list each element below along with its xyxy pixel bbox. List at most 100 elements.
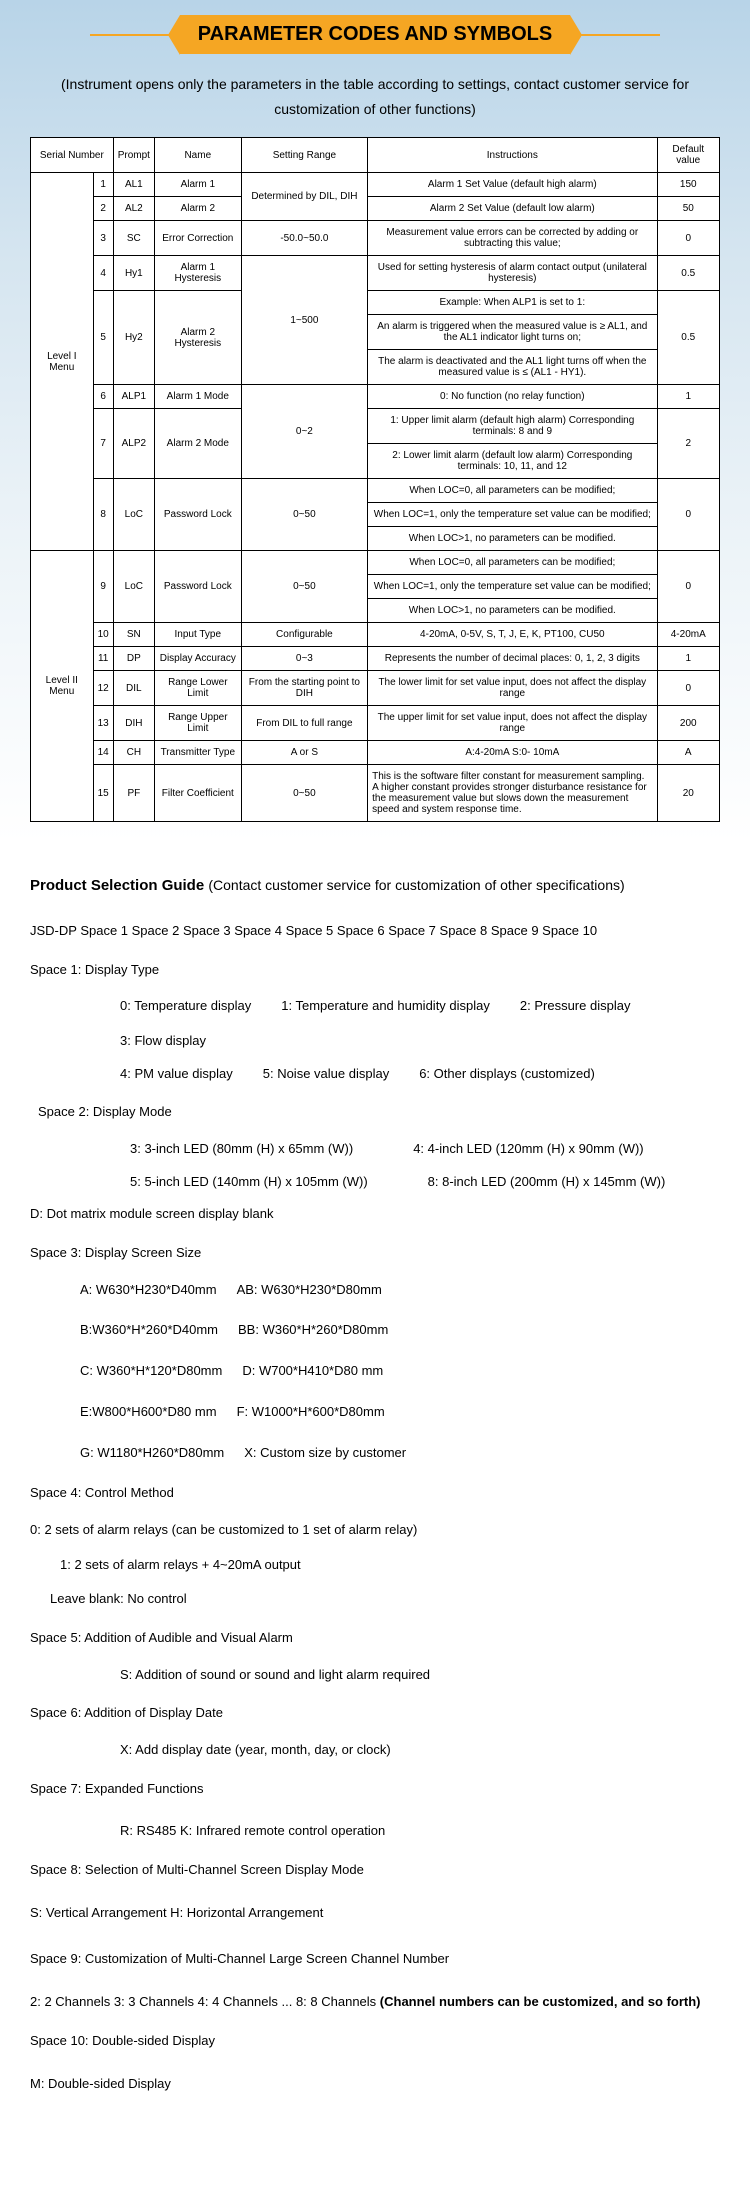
space2-extra: D: Dot matrix module screen display blan… — [30, 1202, 720, 1227]
cell: DIL — [113, 671, 154, 706]
opt: 3: Flow display — [120, 1029, 206, 1054]
space10-heading: Space 10: Double-sided Display — [30, 2029, 720, 2054]
s4-line: 1: 2 sets of alarm relays + 4~20mA outpu… — [30, 1553, 720, 1578]
sub-inst: 1: Upper limit alarm (default high alarm… — [368, 409, 656, 443]
opt: E:W800*H600*D80 mm — [80, 1400, 217, 1425]
space7-heading: Space 7: Expanded Functions — [30, 1777, 720, 1802]
s8-line: S: Vertical Arrangement H: Horizontal Ar… — [30, 1901, 720, 1926]
opt: B:W360*H*260*D40mm — [80, 1318, 218, 1343]
opt: 8: 8-inch LED (200mm (H) x 145mm (W)) — [428, 1170, 666, 1195]
cell: Input Type — [154, 623, 241, 647]
cell: 0~2 — [241, 385, 367, 479]
cell: Alarm 1 Hysteresis — [154, 256, 241, 291]
cell: 0 — [657, 479, 720, 551]
cell: LoC — [113, 551, 154, 623]
table-row: 5 Hy2 Alarm 2 Hysteresis Example: When A… — [31, 291, 720, 385]
space9-heading: Space 9: Customization of Multi-Channel … — [30, 1947, 720, 1972]
space8-heading: Space 8: Selection of Multi-Channel Scre… — [30, 1858, 720, 1883]
cell: 10 — [93, 623, 113, 647]
cell: 3 — [93, 221, 113, 256]
sub-inst: 2: Lower limit alarm (default low alarm)… — [368, 443, 656, 478]
opt: 0: Temperature display — [120, 994, 251, 1019]
cell: A — [657, 741, 720, 765]
cell: LoC — [113, 479, 154, 551]
cell: A:4-20mA S:0- 10mA — [368, 741, 657, 765]
opt: F: W1000*H*600*D80mm — [237, 1400, 385, 1425]
header-section: PARAMETER CODES AND SYMBOLS (Instrument … — [0, 0, 750, 842]
s10-line: M: Double-sided Display — [30, 2072, 720, 2097]
s9-bold: (Channel numbers can be customized, and … — [380, 1994, 701, 2009]
opt: 4: 4-inch LED (120mm (H) x 90mm (W)) — [413, 1137, 643, 1162]
table-row: 11 DP Display Accuracy 0~3 Represents th… — [31, 647, 720, 671]
table-row: 7 ALP2 Alarm 2 Mode 1: Upper limit alarm… — [31, 409, 720, 479]
level1-label: Level I Menu — [31, 173, 94, 551]
cell: 20 — [657, 765, 720, 822]
cell: 4-20mA — [657, 623, 720, 647]
cell: 4 — [93, 256, 113, 291]
opt: 1: Temperature and humidity display — [281, 994, 490, 1019]
s9-line: 2: 2 Channels 3: 3 Channels 4: 4 Channel… — [30, 1994, 376, 2009]
cell: 14 — [93, 741, 113, 765]
table-row: Level I Menu 1 AL1 Alarm 1 Determined by… — [31, 173, 720, 197]
cell: 0: No function (no relay function) — [368, 385, 657, 409]
cell: Hy1 — [113, 256, 154, 291]
cell-multi: Example: When ALP1 is set to 1: An alarm… — [368, 291, 657, 385]
opt: C: W360*H*120*D80mm — [80, 1359, 222, 1384]
table-row: 15 PF Filter Coefficient 0~50 This is th… — [31, 765, 720, 822]
s6-line: X: Add display date (year, month, day, o… — [30, 1738, 720, 1763]
space3-row: B:W360*H*260*D40mm BB: W360*H*260*D80mm — [30, 1318, 720, 1343]
guide-title-sub: (Contact customer service for customizat… — [208, 877, 624, 893]
parameter-table: Serial Number Prompt Name Setting Range … — [30, 137, 720, 822]
cell: 0.5 — [657, 291, 720, 385]
title-line-right — [580, 34, 660, 36]
opt: A: W630*H230*D40mm — [80, 1278, 217, 1303]
cell-multi: When LOC=0, all parameters can be modifi… — [368, 551, 657, 623]
cell: Alarm 2 Hysteresis — [154, 291, 241, 385]
space1-options-row1: 0: Temperature display 1: Temperature an… — [30, 994, 720, 1053]
cell: Range Upper Limit — [154, 706, 241, 741]
space1-options-row2: 4: PM value display 5: Noise value displ… — [30, 1062, 720, 1087]
s9-line-wrap: 2: 2 Channels 3: 3 Channels 4: 4 Channel… — [30, 1990, 720, 2015]
cell: DP — [113, 647, 154, 671]
cell: -50.0~50.0 — [241, 221, 367, 256]
cell: Range Lower Limit — [154, 671, 241, 706]
cell: From the starting point to DIH — [241, 671, 367, 706]
cell: Alarm 1 Mode — [154, 385, 241, 409]
cell: Password Lock — [154, 479, 241, 551]
table-row: 14 CH Transmitter Type A or S A:4-20mA S… — [31, 741, 720, 765]
sub-inst: An alarm is triggered when the measured … — [368, 314, 656, 349]
opt: 5: 5-inch LED (140mm (H) x 105mm (W)) — [130, 1170, 368, 1195]
opt: G: W1180*H260*D80mm — [80, 1441, 224, 1466]
cell-multi: 1: Upper limit alarm (default high alarm… — [368, 409, 657, 479]
cell: CH — [113, 741, 154, 765]
sub-inst: When LOC>1, no parameters can be modifie… — [368, 598, 656, 622]
cell: 11 — [93, 647, 113, 671]
sub-inst: When LOC=1, only the temperature set val… — [368, 574, 656, 598]
cell: Alarm 1 Set Value (default high alarm) — [368, 173, 657, 197]
cell: DIH — [113, 706, 154, 741]
s5-line: S: Addition of sound or sound and light … — [30, 1663, 720, 1688]
cell: This is the software filter constant for… — [368, 765, 657, 822]
cell: Password Lock — [154, 551, 241, 623]
cell: 0 — [657, 221, 720, 256]
table-row: Level II Menu 9 LoC Password Lock 0~50 W… — [31, 551, 720, 623]
cell: From DIL to full range — [241, 706, 367, 741]
opt: AB: W630*H230*D80mm — [237, 1278, 382, 1303]
header-row: Serial Number Prompt Name Setting Range … — [31, 138, 720, 173]
th-default: Default value — [657, 138, 720, 173]
cell: 13 — [93, 706, 113, 741]
guide-section: Product Selection Guide (Contact custome… — [0, 842, 750, 2136]
opt: BB: W360*H*260*D80mm — [238, 1318, 388, 1343]
cell: 0 — [657, 671, 720, 706]
s4-line: Leave blank: No control — [30, 1587, 720, 1612]
sub-inst: When LOC>1, no parameters can be modifie… — [368, 526, 656, 550]
space3-row: E:W800*H600*D80 mm F: W1000*H*600*D80mm — [30, 1400, 720, 1425]
space3-row: C: W360*H*120*D80mmD: W700*H410*D80 mm — [30, 1359, 720, 1384]
opt: 4: PM value display — [120, 1062, 233, 1087]
title-line-left — [90, 34, 170, 36]
cell: 0~3 — [241, 647, 367, 671]
opt: X: Custom size by customer — [244, 1441, 406, 1466]
space5-heading: Space 5: Addition of Audible and Visual … — [30, 1626, 720, 1651]
table-row: 6 ALP1 Alarm 1 Mode 0~2 0: No function (… — [31, 385, 720, 409]
sub-inst: When LOC=0, all parameters can be modifi… — [368, 551, 656, 574]
